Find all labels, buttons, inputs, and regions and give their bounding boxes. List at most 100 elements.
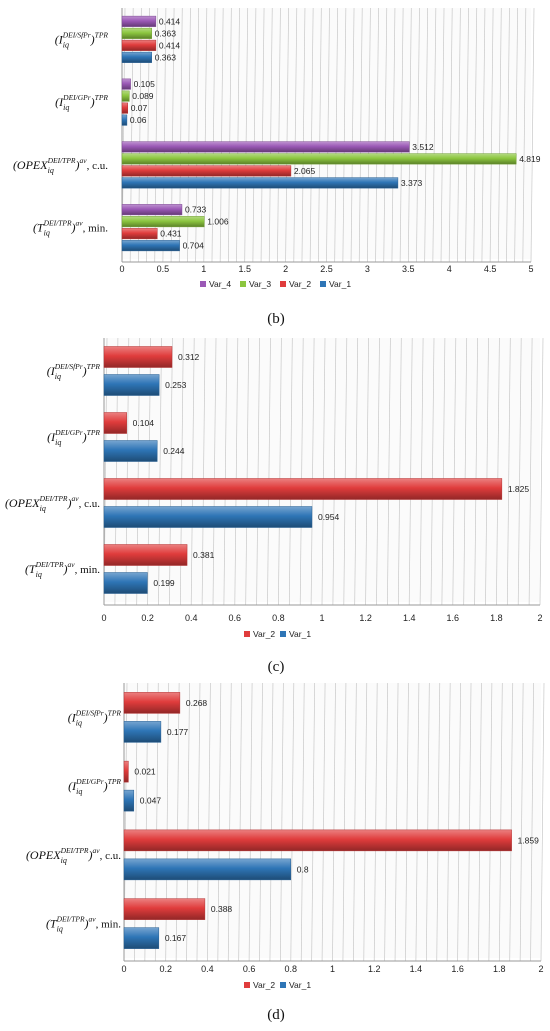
data-label: 0.244: [163, 446, 185, 456]
gridline: [397, 337, 402, 606]
category-label: (IDEI/GPr iq)TPR: [55, 93, 108, 112]
x-tick-label: 1.4: [403, 613, 416, 623]
category-subscript: iq: [55, 372, 61, 381]
panel-label: (c): [268, 659, 285, 675]
gridline: [280, 682, 284, 962]
gridline: [383, 7, 388, 263]
x-tick-label: 4.5: [484, 264, 497, 274]
category-prefix: (OPEX: [13, 158, 48, 172]
gridline: [436, 682, 441, 962]
legend-label: Var_4: [209, 279, 231, 289]
category-superscript: DEI/SfPr: [54, 362, 83, 371]
x-tick-label: 2: [283, 264, 288, 274]
x-tick-label: 4: [447, 264, 452, 274]
x-tick-label: 1.2: [359, 613, 372, 623]
category-superscript: DEI/GPr: [54, 428, 83, 437]
gridline: [506, 337, 511, 606]
bar-var-4: [121, 204, 183, 216]
data-label: 0.07: [131, 103, 148, 113]
data-label: 0.021: [134, 767, 156, 777]
category-prefix: (I: [55, 32, 64, 46]
data-label: 0.431: [160, 229, 182, 239]
data-label: 0.363: [155, 52, 177, 62]
category-close: ): [63, 562, 68, 576]
bar-var-4: [121, 78, 131, 90]
category-label: (IDEI/SfPr iq)TPR: [47, 362, 101, 381]
gridline: [425, 682, 430, 962]
gridline: [299, 337, 304, 606]
gridline: [448, 7, 453, 263]
gridline: [432, 7, 437, 263]
legend-label: Var_2: [253, 629, 275, 639]
gridline: [259, 682, 263, 962]
category-subscript: iq: [63, 40, 69, 49]
category-unit: , min.: [83, 223, 109, 235]
bar-var-1: [123, 721, 162, 743]
data-label: 0.733: [185, 205, 207, 215]
bar-var-2: [121, 165, 292, 177]
gridline: [419, 337, 424, 606]
legend-swatch: [244, 982, 250, 988]
gridline: [234, 337, 239, 606]
gridline: [342, 682, 347, 962]
gridline: [463, 337, 468, 606]
gridline: [519, 682, 524, 962]
category-prefix: (I: [68, 779, 77, 793]
gridline: [452, 337, 457, 606]
category-superscript: DEI/SfPr: [62, 30, 91, 39]
category-subscript: iq: [63, 103, 69, 112]
x-tick-label: 0.2: [141, 613, 154, 623]
gridline: [326, 7, 330, 263]
legend-swatch: [280, 281, 286, 287]
data-label: 0.312: [178, 352, 200, 362]
x-tick-label: 0.5: [157, 264, 170, 274]
x-tick-label: 2: [538, 964, 543, 974]
legend-swatch: [280, 631, 286, 637]
gridline: [342, 7, 347, 263]
data-label: 0.104: [133, 418, 155, 428]
data-label: 1.825: [508, 484, 530, 494]
legend-label: Var_1: [289, 629, 311, 639]
x-tick-label: 0: [101, 613, 106, 623]
category-close: ): [67, 496, 72, 510]
gridline: [407, 7, 412, 263]
data-label: 0.414: [159, 40, 181, 50]
gridline: [317, 7, 322, 263]
category-subscript: iq: [36, 570, 42, 579]
bar-var-2: [103, 544, 188, 566]
x-tick-label: 0.2: [159, 964, 172, 974]
gridline: [498, 682, 503, 962]
x-tick-label: 2.5: [320, 264, 333, 274]
legend-label: Var_2: [253, 980, 275, 990]
bar-var-4: [121, 15, 157, 27]
data-label: 0.8: [297, 864, 309, 874]
bar-var-3: [121, 27, 152, 39]
legend-swatch: [280, 982, 286, 988]
gridline: [424, 7, 429, 263]
gridline: [394, 682, 399, 962]
gridline: [350, 7, 355, 263]
category-superscript: DEI/TPR: [35, 560, 64, 569]
bar-var-3: [121, 216, 205, 228]
gridline: [211, 7, 216, 263]
gridline: [465, 7, 469, 263]
gridline: [391, 7, 396, 263]
category-superscript-2: av: [80, 156, 88, 165]
bar-var-1: [123, 927, 160, 949]
gridline: [311, 682, 315, 962]
category-prefix: (OPEX: [26, 848, 61, 862]
x-tick-label: 0.8: [272, 613, 285, 623]
category-prefix: (T: [25, 562, 37, 576]
gridline: [268, 7, 273, 263]
gridline: [321, 337, 326, 606]
gridline: [530, 682, 534, 962]
bar-var-2: [103, 346, 173, 368]
x-tick-label: 2: [537, 613, 542, 623]
data-label: 0.414: [159, 16, 181, 26]
x-tick-label: 1.6: [447, 613, 460, 623]
x-tick-label: 1.2: [368, 964, 381, 974]
data-label: 4.819: [519, 154, 541, 164]
x-tick-label: 0: [119, 264, 124, 274]
x-tick-label: 0.6: [243, 964, 256, 974]
